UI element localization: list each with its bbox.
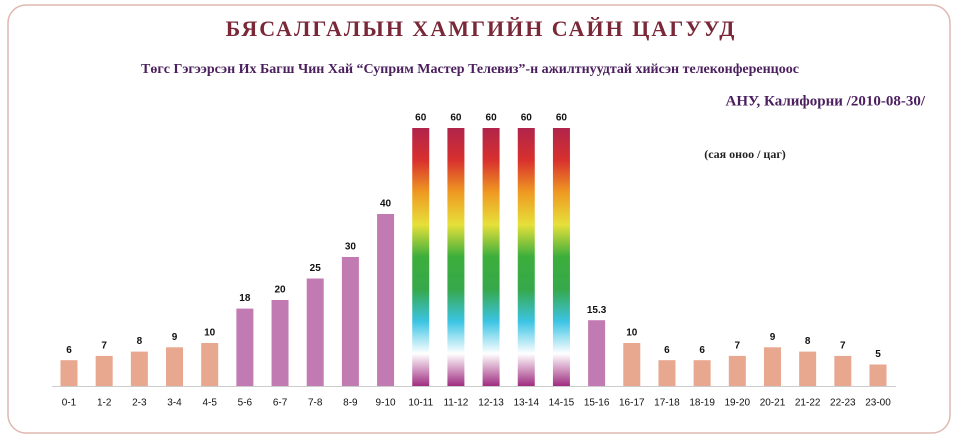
value-label: 9 <box>770 332 776 343</box>
unit-note: (сая оноо / цаг) <box>704 147 786 161</box>
bar <box>201 343 219 386</box>
bar <box>236 308 254 386</box>
bar <box>517 128 535 386</box>
value-label: 15.3 <box>587 305 607 316</box>
bar <box>166 347 184 386</box>
x-tick-label: 14-15 <box>549 398 575 409</box>
x-tick-label: 3-4 <box>167 398 182 409</box>
x-tick-label: 20-21 <box>760 398 786 409</box>
bar <box>447 128 465 386</box>
value-label: 7 <box>840 341 846 352</box>
chart-source: АНУ, Калифорни /2010-08-30/ <box>725 93 925 109</box>
x-tick-label: 5-6 <box>238 398 253 409</box>
bar <box>341 257 359 386</box>
bar <box>271 300 289 386</box>
x-tick-label: 9-10 <box>376 398 396 409</box>
x-tick-label: 4-5 <box>202 398 217 409</box>
value-label: 18 <box>239 293 251 304</box>
bar <box>60 360 78 386</box>
x-tick-label: 21-22 <box>795 398 821 409</box>
x-tick-label: 8-9 <box>343 398 358 409</box>
x-tick-label: 7-8 <box>308 398 323 409</box>
x-tick-label: 12-13 <box>478 398 504 409</box>
value-label: 10 <box>204 328 216 339</box>
value-label: 40 <box>380 199 392 210</box>
bar <box>869 364 887 386</box>
bar <box>482 128 500 386</box>
bar <box>799 351 817 386</box>
x-tick-label: 23-00 <box>865 398 891 409</box>
bar <box>658 360 676 386</box>
value-label: 60 <box>450 113 462 124</box>
x-tick-label: 18-19 <box>689 398 715 409</box>
value-label: 9 <box>172 332 178 343</box>
value-label: 8 <box>805 336 811 347</box>
value-label: 8 <box>137 336 143 347</box>
x-tick-label: 10-11 <box>408 398 433 409</box>
value-label: 20 <box>274 285 286 296</box>
value-label: 60 <box>415 113 427 124</box>
value-label: 6 <box>699 345 705 356</box>
value-label: 60 <box>521 113 533 124</box>
x-tick-label: 19-20 <box>725 398 751 409</box>
bar <box>306 278 324 386</box>
value-label: 30 <box>345 242 357 253</box>
value-label: 25 <box>310 263 322 274</box>
bar <box>95 355 113 386</box>
bar <box>623 343 641 386</box>
bar <box>728 355 746 386</box>
x-tick-label: 0-1 <box>62 398 77 409</box>
value-label: 5 <box>875 349 881 360</box>
bar <box>412 128 430 386</box>
x-tick-label: 15-16 <box>584 398 610 409</box>
x-tick-label: 1-2 <box>97 398 112 409</box>
x-tick-label: 2-3 <box>132 398 147 409</box>
bar <box>763 347 781 386</box>
chart-title: БЯСАЛГАЛЫН ХАМГИЙН САЙН ЦАГУУД <box>226 16 737 41</box>
bar <box>588 320 606 386</box>
chart-subtitle: Төгс Гэгээрсэн Их Багш Чин Хай “Суприм М… <box>141 62 799 77</box>
x-tick-label: 6-7 <box>273 398 288 409</box>
bar <box>130 351 148 386</box>
x-tick-label: 22-23 <box>830 398 856 409</box>
value-label: 6 <box>664 345 670 356</box>
x-tick-label: 11-12 <box>443 398 468 409</box>
bar <box>552 128 570 386</box>
x-tick-label: 16-17 <box>619 398 645 409</box>
bar <box>693 360 711 386</box>
bar <box>377 214 395 386</box>
bar <box>834 355 852 386</box>
value-label: 6 <box>66 345 72 356</box>
value-label: 60 <box>486 113 498 124</box>
value-label: 60 <box>556 113 568 124</box>
value-label: 7 <box>101 341 107 352</box>
value-label: 10 <box>626 328 638 339</box>
value-label: 7 <box>735 341 741 352</box>
x-tick-label: 17-18 <box>654 398 680 409</box>
x-tick-label: 13-14 <box>513 398 539 409</box>
